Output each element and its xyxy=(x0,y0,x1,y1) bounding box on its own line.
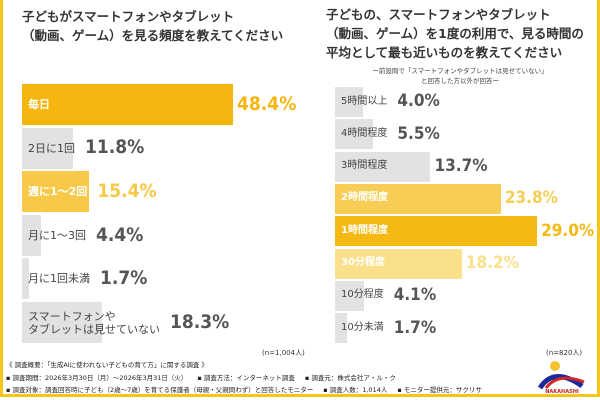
title-line: 平均として最も近いものを教えてください xyxy=(326,44,563,60)
right-sample-note: (n=820人) xyxy=(546,349,583,357)
nakahashi-logo: NAKAHASHI xyxy=(532,360,592,395)
category-label: 毎日 xyxy=(28,98,50,111)
bar xyxy=(335,248,462,279)
title-line: （動画、ゲーム）を1度の利用で、見る時間の xyxy=(326,25,584,41)
value-label: 4.4% xyxy=(96,223,144,246)
bar xyxy=(335,313,347,344)
right-chart-subtitle: と回答した方以外が回答ー xyxy=(421,77,499,85)
right-chart-subtitle: ー前設問で「スマートフォンやタブレットは見せていない」 xyxy=(372,67,548,75)
survey-provider: ▪ モニター提供元：サクリサ xyxy=(397,386,482,394)
bar xyxy=(22,171,90,213)
bar xyxy=(335,151,431,182)
value-label: 5.5% xyxy=(397,123,440,144)
value-label: 1.7% xyxy=(100,267,148,290)
category-label: 3時間程度 xyxy=(341,160,388,172)
survey-row-1: ▪ 調査期間：2026年3月30日（月）〜2026年3月31日（火） ▪ 調査方… xyxy=(6,374,396,383)
category-label: 月に1回未満 xyxy=(28,272,90,286)
survey-organizer: ▪ 調査元：株式会社ア・ル・ク xyxy=(304,374,396,382)
survey-heading: 《 調査概要：「生成AIに使われない子どもの育て方」に関する調査 》 xyxy=(6,361,208,369)
bar xyxy=(335,216,538,247)
category-label: 10分程度 xyxy=(341,289,384,301)
value-label: 13.7% xyxy=(434,156,488,177)
survey-row-2: ▪ 調査対象：調査回答時に子ども（2歳〜7歳）を育てる保護者（母親・父親問わず）… xyxy=(6,386,482,395)
bar xyxy=(22,84,234,125)
category-label: 5時間以上 xyxy=(341,95,388,107)
value-label: 18.3% xyxy=(170,310,230,333)
value-label: 1.7% xyxy=(393,317,437,338)
value-label: 15.4% xyxy=(97,179,157,202)
bar xyxy=(22,258,30,300)
title-line: 子どもがスマートフォンやタブレット xyxy=(22,9,235,24)
survey-period: ▪ 調査期間：2026年3月30日（月）〜2026年3月31日（火） xyxy=(6,374,188,382)
category-label: 4時間程度 xyxy=(341,127,388,139)
left-chart-title: 子どもがスマートフォンやタブレット （動画、ゲーム）を見る頻度を教えてください xyxy=(22,8,283,46)
category-label: 2時間程度 xyxy=(341,192,388,204)
right-chart-title: 子どもの、スマートフォンやタブレット （動画、ゲーム）を1度の利用で、見る時間の… xyxy=(326,6,584,62)
value-label: 11.8% xyxy=(85,136,145,159)
bar xyxy=(22,302,102,343)
survey-target: ▪ 調査対象：調査回答時に子ども（2歳〜7歳）を育てる保護者（母親・父親問わず）… xyxy=(6,386,314,394)
bar xyxy=(335,183,501,214)
category-label: スマートフォンや タブレットは見せていない xyxy=(28,309,160,336)
svg-text:NAKAHASHI: NAKAHASHI xyxy=(545,389,579,394)
title-line: 子どもの、スマートフォンやタブレット xyxy=(326,7,551,22)
category-label: 10分未満 xyxy=(341,321,384,333)
left-sample-note: (n=1,004人) xyxy=(262,349,305,357)
bar xyxy=(22,214,42,256)
category-label: 30分程度 xyxy=(341,257,385,268)
bar xyxy=(335,280,364,311)
survey-count: ▪ 調査人数：1,014人 xyxy=(323,386,388,394)
value-label: 4.0% xyxy=(397,91,440,112)
category-label: 2日に1回 xyxy=(28,141,75,155)
value-label: 18.2% xyxy=(465,252,519,273)
value-label: 48.4% xyxy=(237,92,297,115)
category-label: 週に1〜2回 xyxy=(28,185,88,199)
survey-method: ▪ 調査方法：インターネット調査 xyxy=(197,374,295,382)
bar xyxy=(335,119,374,150)
title-line: （動画、ゲーム）を見る頻度を教えてください xyxy=(22,27,284,43)
bar xyxy=(335,87,363,117)
bar xyxy=(22,127,74,169)
category-label: 月に1〜3回 xyxy=(28,228,86,242)
value-label: 4.1% xyxy=(393,285,437,306)
value-label: 23.8% xyxy=(504,188,558,209)
category-label: 1時間程度 xyxy=(341,224,388,236)
value-label: 29.0% xyxy=(541,220,595,241)
